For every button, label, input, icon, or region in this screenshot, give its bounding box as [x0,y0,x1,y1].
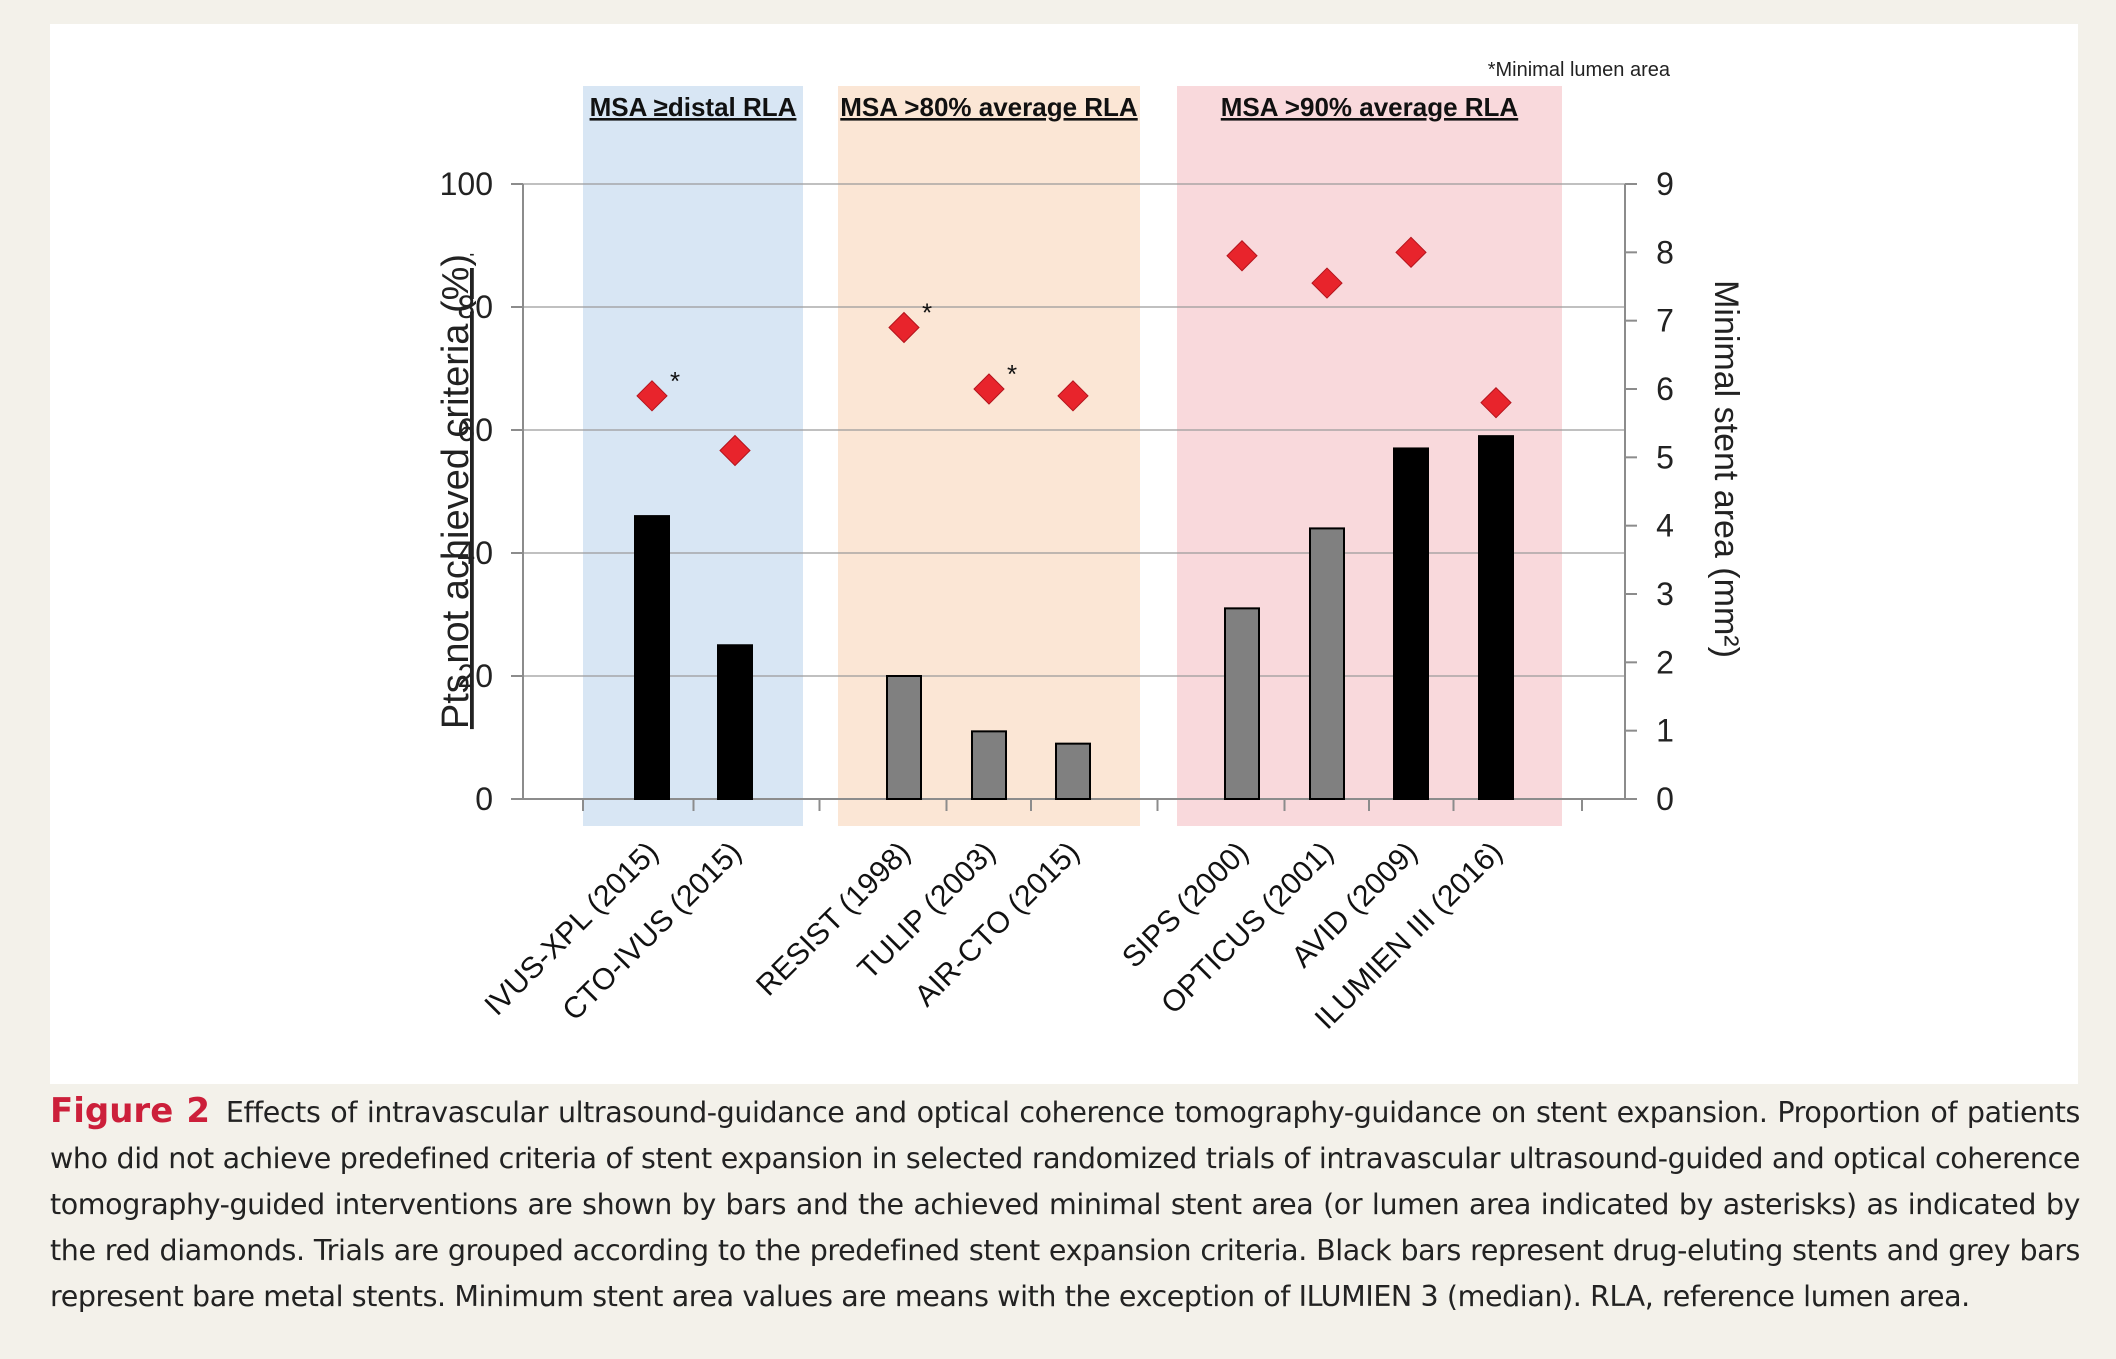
bar-8 [1393,447,1429,800]
bar-2 [717,644,753,800]
asterisk-annotation: *Minimal lumen area [1488,59,1671,81]
y-tick-label-right: 4 [1656,508,1674,544]
bar-1 [634,515,670,800]
figure-caption-text: Effects of intravascular ultrasound-guid… [50,1096,2080,1313]
figure-label: Figure 2 [50,1091,210,1131]
diamond-marker-6 [1226,240,1258,272]
y-tick-label-right: 9 [1656,166,1674,202]
y-tick-label-right: 3 [1656,576,1674,612]
group-label-2: MSA >80% average RLA [840,92,1138,122]
y-tick-label-left: 60 [457,412,493,448]
asterisk-mark: * [1007,359,1017,389]
group-label-1: MSA ≥distal RLA [590,92,797,122]
y-tick-label-left: 0 [475,781,493,817]
figure-panel: MSA ≥distal RLA MSA >80% average RLA MSA >… [50,24,2078,1084]
y-axis-title-right: Minimal stent area (mm²) [1707,280,1745,658]
y-tick-label-left: 40 [457,535,493,571]
diamond-marker-4 [973,373,1005,405]
y-axis-title-left: Pts not achieved criteria (%) [435,254,477,729]
bar-6 [1224,607,1260,800]
y-tick-label-right: 6 [1656,371,1674,407]
y-tick-label-right: 1 [1656,713,1674,749]
diamond-marker-9 [1480,386,1512,419]
y-tick-label-left: 20 [457,658,493,694]
figure-caption: Figure 2 Effects of intravascular ultras… [50,1088,2080,1320]
diamond-marker-1 [636,380,668,412]
asterisk-mark: * [670,366,680,396]
y-tick-label-left: 80 [457,289,493,325]
bar-3 [886,675,922,800]
group-label-3: MSA >90% average RLA [1221,92,1519,122]
y-tick-label-right: 2 [1656,644,1674,680]
y-tick-label-right: 5 [1656,439,1674,475]
y-tick-label-left: 100 [440,166,493,202]
bar-7 [1309,527,1345,800]
diamond-marker-8 [1395,236,1427,269]
bar-9 [1478,435,1514,800]
combo-chart: MSA ≥distal RLA MSA >80% average RLA MSA >… [435,59,1745,1036]
diamond-marker-5 [1057,380,1089,412]
bar-4 [971,730,1007,800]
group-band-1 [583,86,803,826]
diamond-marker-2 [719,434,751,467]
diamond-marker-3 [888,311,920,344]
x-tick-label: RESIST (1998) [750,836,917,1003]
asterisk-mark: * [922,298,932,328]
y-tick-label-right: 0 [1656,781,1674,817]
y-tick-label-right: 7 [1656,303,1674,339]
diamond-marker-7 [1311,267,1343,299]
bar-5 [1055,742,1091,801]
y-tick-label-right: 8 [1656,234,1674,270]
group-band-2 [838,86,1140,826]
